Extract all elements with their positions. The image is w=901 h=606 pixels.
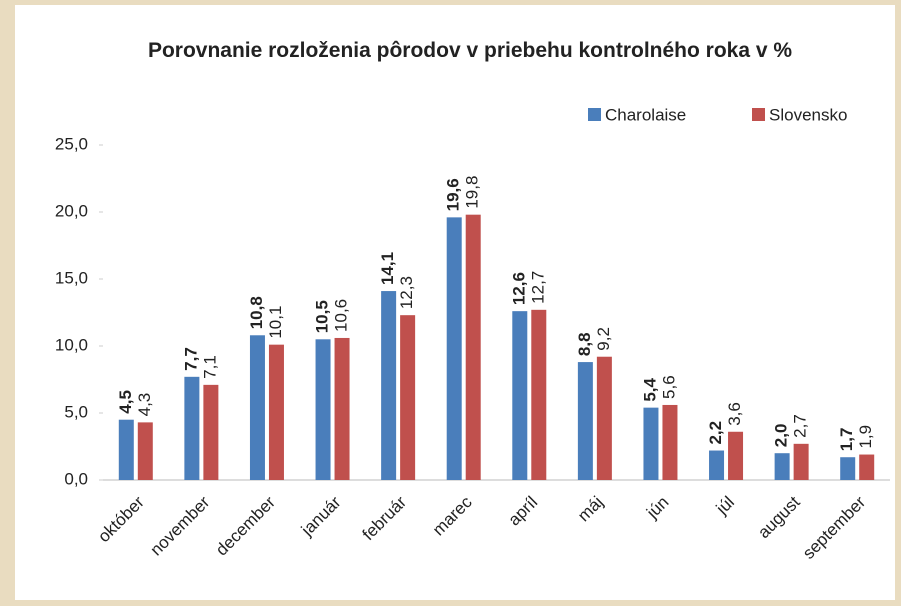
- value-label: 4,3: [135, 393, 154, 417]
- bar: [709, 450, 725, 480]
- bar: [446, 217, 462, 481]
- y-tick-label: 5,0: [64, 402, 88, 421]
- value-label: 14,1: [378, 252, 397, 285]
- x-tick-label: november: [146, 492, 213, 559]
- value-label: 10,1: [266, 306, 285, 339]
- x-tick-label: apríl: [504, 493, 541, 530]
- value-label: 12,7: [528, 271, 547, 304]
- x-tick-label: júl: [712, 493, 738, 519]
- bar: [400, 315, 416, 480]
- y-tick-label: 25,0: [55, 134, 88, 153]
- y-tick-label: 10,0: [55, 335, 88, 354]
- bar: [465, 214, 481, 480]
- bar: [774, 453, 790, 480]
- value-label: 2,7: [791, 414, 810, 438]
- value-label: 12,3: [397, 276, 416, 309]
- bar: [184, 376, 200, 480]
- value-label: 10,5: [313, 300, 332, 333]
- bar: [728, 431, 744, 480]
- value-label: 12,6: [509, 272, 528, 305]
- legend-label: Slovensko: [769, 105, 847, 124]
- value-label: 5,6: [659, 375, 678, 399]
- value-label: 1,7: [837, 428, 856, 452]
- y-tick-label: 20,0: [55, 201, 88, 220]
- value-label: 10,6: [332, 299, 351, 332]
- bar: [793, 443, 809, 480]
- y-tick-label: 0,0: [64, 469, 88, 488]
- value-label: 10,8: [247, 296, 266, 329]
- bar: [381, 291, 397, 480]
- legend-swatch: [752, 108, 765, 121]
- value-label: 4,5: [116, 390, 135, 414]
- value-label: 9,2: [594, 327, 613, 351]
- value-label: 2,2: [706, 421, 725, 445]
- value-label: 7,7: [181, 347, 200, 371]
- bar: [203, 384, 219, 480]
- x-tick-label: september: [799, 492, 869, 562]
- value-label: 5,4: [640, 377, 659, 401]
- x-tick-label: jún: [642, 493, 672, 523]
- value-label: 3,6: [725, 402, 744, 426]
- bar: [859, 454, 875, 480]
- value-label: 19,8: [463, 176, 482, 209]
- chart-title: Porovnanie rozloženia pôrodov v priebehu…: [147, 39, 793, 62]
- value-label: 2,0: [772, 424, 791, 448]
- value-label: 19,6: [444, 178, 463, 211]
- value-label: 7,1: [200, 355, 219, 379]
- x-tick-label: august: [754, 492, 804, 542]
- bar: [643, 407, 659, 480]
- bar: [137, 422, 153, 480]
- bar: [268, 344, 284, 480]
- bar: [118, 419, 134, 480]
- x-tick-label: máj: [574, 493, 607, 526]
- bar: [315, 339, 331, 480]
- bar: [840, 457, 856, 480]
- legend-swatch: [588, 108, 601, 121]
- bar: [662, 404, 678, 480]
- bar: [334, 337, 350, 480]
- bar: [531, 309, 547, 480]
- x-tick-label: december: [212, 492, 279, 559]
- y-tick-label: 15,0: [55, 268, 88, 287]
- bar: [577, 362, 593, 480]
- x-tick-label: január: [297, 492, 345, 540]
- x-tick-label: marec: [429, 492, 476, 539]
- bar: [249, 335, 265, 480]
- x-tick-label: február: [359, 492, 411, 544]
- value-label: 1,9: [856, 425, 875, 449]
- value-label: 8,8: [575, 332, 594, 356]
- bar: [512, 311, 528, 480]
- x-tick-label: október: [94, 492, 148, 546]
- bar: [596, 356, 612, 480]
- legend-label: Charolaise: [605, 105, 686, 124]
